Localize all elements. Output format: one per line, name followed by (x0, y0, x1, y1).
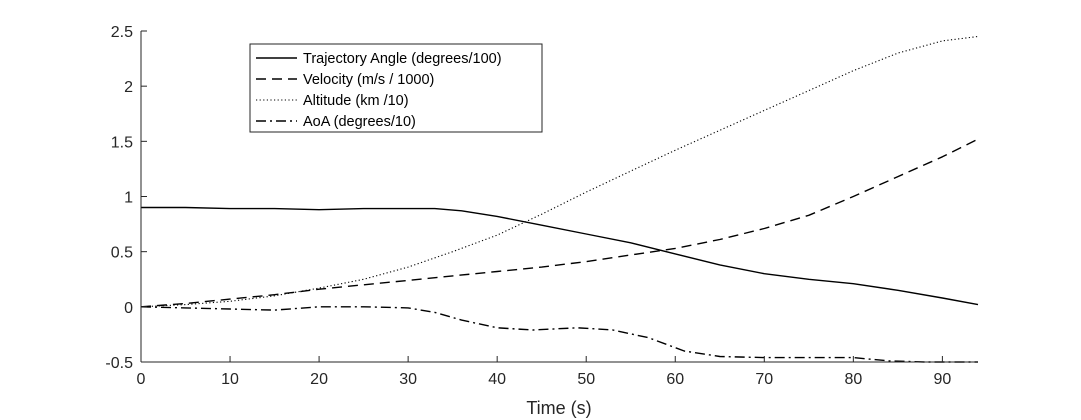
legend-label-3: AoA (degrees/10) (303, 114, 416, 130)
x-tick-label-3: 30 (399, 371, 417, 388)
y-tick-label-4: 1.5 (111, 134, 133, 151)
x-tick-label-1: 10 (221, 371, 239, 388)
x-tick-label-2: 20 (310, 371, 328, 388)
x-axis-title: Time (s) (526, 398, 591, 418)
series-line-3 (140, 306, 978, 363)
x-tick-label-8: 80 (844, 371, 862, 388)
x-tick-label-9: 90 (933, 371, 951, 388)
series-line-1 (140, 138, 979, 308)
y-tick-label-1: 0 (124, 300, 133, 317)
y-tick-label-2: 0.5 (111, 245, 133, 262)
x-tick-label-4: 40 (488, 371, 506, 388)
ticks-layer: 0 10 20 30 40 50 60 70 80 90-0.500.511.522.5 (105, 24, 951, 388)
y-tick-label-0: -0.5 (105, 355, 133, 372)
legend-label-1: Velocity (m/s / 1000) (303, 72, 434, 88)
series-line-0 (141, 206, 979, 306)
x-tick-label-7: 70 (755, 371, 773, 388)
y-tick-label-6: 2.5 (111, 24, 133, 41)
x-tick-label-6: 60 (666, 371, 684, 388)
legend-box (249, 43, 543, 133)
y-tick-label-3: 1 (124, 190, 133, 207)
x-tick-label-5: 50 (577, 371, 595, 388)
series-line-2 (140, 35, 979, 308)
legend: Trajectory Angle (degrees/100) Velocity (… (249, 43, 543, 133)
legend-label-2: Altitude (km /10) (303, 93, 409, 109)
series-layer (140, 35, 979, 363)
legend-label-0: Trajectory Angle (degrees/100) (303, 51, 502, 67)
y-tick-label-5: 2 (124, 79, 133, 96)
x-tick-label-0: 0 (137, 371, 146, 388)
